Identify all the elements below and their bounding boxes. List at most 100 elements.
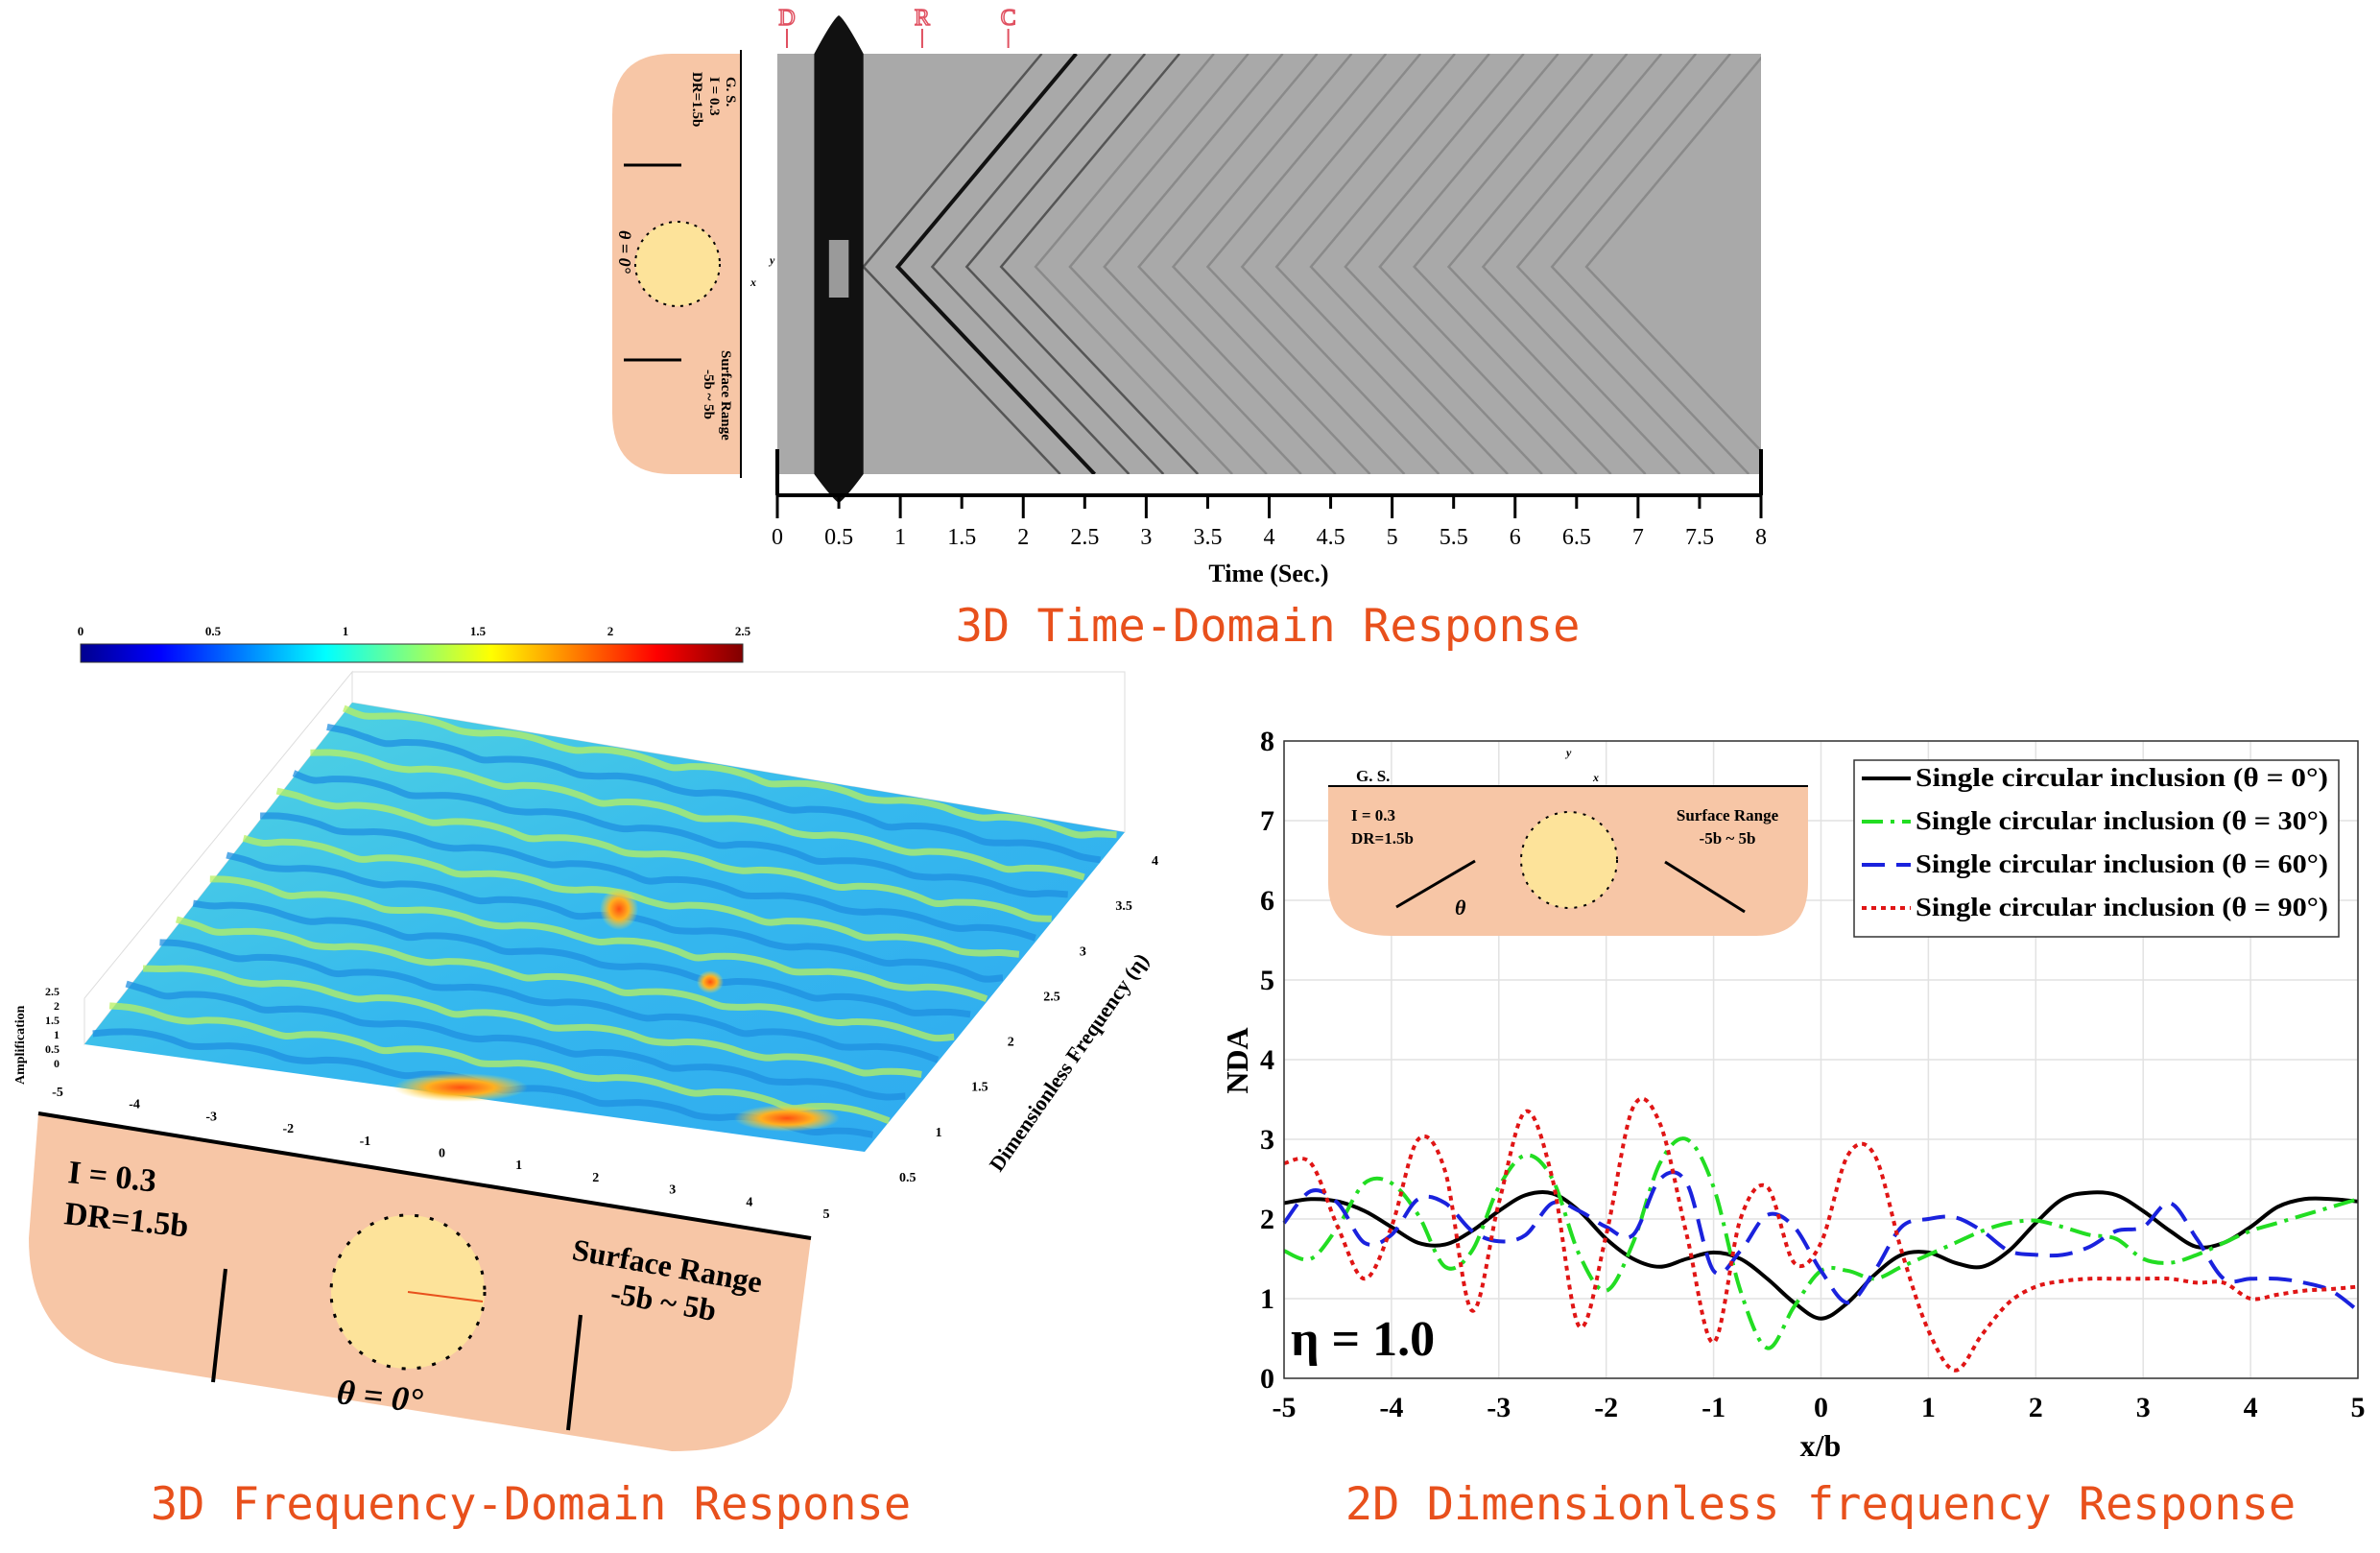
surface-x-tick-label: -3 (205, 1110, 217, 1124)
surface-x-tick-label: 1 (515, 1159, 522, 1173)
time-marker-R: R (915, 6, 930, 31)
surface-frequency-tick-label: 2 (1008, 1036, 1014, 1050)
x-tick-label: -1 (1702, 1392, 1726, 1423)
surface-ridge (159, 939, 940, 1063)
time-x-tick-label: 8 (1755, 525, 1767, 550)
colorbar (80, 643, 744, 663)
frequency-inset-angle: θ = 0° (335, 1373, 425, 1420)
time-x-axis-label: Time (Sec.) (1208, 560, 1328, 587)
time-inset-depth: DR=1.5b (689, 72, 704, 127)
legend-label: Single circular inclusion (θ = 60°) (1916, 849, 2328, 878)
surface-z-tick-label: 1 (54, 1028, 60, 1041)
frequency-axis-label: Dimensionless Frequency (η) (985, 948, 1154, 1175)
x-tick-label: 3 (2136, 1392, 2151, 1423)
surface-x-tick-label: 4 (746, 1195, 752, 1209)
time-marker-D: D (778, 6, 795, 31)
time-inset-axis-y: y (768, 253, 775, 267)
time-inset-range-label: Surface Range (718, 350, 733, 441)
series-line-theta-0 (1283, 1189, 2359, 1321)
time-x-tick-label: 7 (1632, 525, 1644, 550)
line-inset-angle: θ (1455, 896, 1466, 920)
pulse-crossing (828, 240, 849, 298)
y-tick-label: 2 (1260, 1204, 1274, 1235)
amplification-axis-label: Amplification (13, 1005, 28, 1085)
line-inset-range: -5b ~ 5b (1700, 829, 1756, 848)
surface-frequency-tick-label: 3.5 (1115, 899, 1132, 914)
y-tick-label: 0 (1260, 1363, 1274, 1395)
surface-ridge (260, 812, 1036, 942)
x-tick-label: -3 (1487, 1392, 1511, 1423)
legend-label: Single circular inclusion (θ = 0°) (1916, 763, 2328, 792)
line-inset-wave-arrow-in (1395, 859, 1476, 909)
surface-frequency-tick-label: 2.5 (1043, 990, 1060, 1004)
wavefront-line (964, 54, 1165, 474)
line-inset-impedance: I = 0.3 (1351, 806, 1395, 824)
line-inset-range-label: Surface Range (1677, 806, 1779, 824)
surface-frequency-tick-label: 1.5 (971, 1081, 988, 1095)
series-line-theta-90 (1283, 1096, 2359, 1373)
time-x-tick-label: 2 (1017, 525, 1029, 550)
time-x-tick-label: 2.5 (1070, 525, 1099, 550)
frequency-inset-wave-arrow-down (566, 1314, 583, 1431)
x-tick-label: 0 (1814, 1392, 1828, 1423)
time-inset-impedance: I = 0.3 (706, 77, 722, 116)
colorbar-tick-label: 0 (78, 624, 84, 638)
time-x-tick-label: 1.5 (947, 525, 976, 550)
eta-annotation: η = 1.0 (1291, 1312, 1435, 1367)
line-inset-axis-y: y (1564, 746, 1572, 759)
surface-peak (393, 1073, 528, 1102)
surface-z-tick-label: 0.5 (45, 1042, 60, 1056)
line-inset-inclusion (1520, 811, 1618, 909)
time-x-tick-label: 1 (894, 525, 906, 550)
line-inset-ground-label: G. S. (1356, 767, 1390, 785)
wavefront-line (999, 54, 1200, 474)
surface-x-tick-label: 2 (592, 1171, 599, 1185)
frequency-domain-title: 3D Frequency-Domain Response (151, 1478, 911, 1531)
y-tick-label: 5 (1260, 965, 1274, 996)
x-tick-label: -2 (1594, 1392, 1618, 1423)
time-x-tick-label: 5.5 (1440, 525, 1468, 550)
surface-x-tick-label: -2 (282, 1122, 294, 1136)
x-tick-label: -5 (1273, 1392, 1297, 1423)
time-response-band (777, 54, 1761, 474)
series-line-theta-30 (1283, 1136, 2359, 1350)
surface-x-tick-label: 0 (439, 1147, 445, 1161)
y-tick-label: 6 (1260, 885, 1274, 917)
wavefront-line (1344, 54, 1543, 474)
surface-ridge (292, 770, 1068, 898)
wavefront-line (1171, 54, 1371, 474)
time-inset-ground-label: G. S. (723, 77, 738, 108)
frequency-inset-radius-line (407, 1291, 484, 1302)
surface-peak (734, 1105, 840, 1132)
time-x-tick-label: 4.5 (1317, 525, 1345, 550)
line-inset-axis-x: x (1592, 771, 1599, 784)
plot-frame (1283, 740, 2359, 1379)
wavefront-line (1309, 54, 1509, 474)
colorbar-tick-label: 1.5 (470, 624, 487, 638)
surface-z-tick-label: 2 (54, 999, 60, 1013)
x-tick-label: 4 (2244, 1392, 2258, 1423)
surface-z-tick-label: 0 (54, 1057, 60, 1070)
colorbar-tick-label: 1 (343, 624, 349, 638)
surface-x-tick-label: 5 (823, 1207, 830, 1222)
time-x-tick-label: 3.5 (1193, 525, 1222, 550)
colorbar-tick-label: 2.5 (735, 624, 751, 638)
surface-x-tick-label: -4 (129, 1098, 140, 1112)
wavefront-line (894, 54, 1097, 474)
legend-label: Single circular inclusion (θ = 90°) (1916, 893, 2328, 921)
line-inset-depth: DR=1.5b (1351, 829, 1414, 848)
y-axis-label: NDA (1220, 1027, 1254, 1093)
wavefront-line (1446, 54, 1647, 474)
wavefront-line (1240, 54, 1440, 474)
frequency-inset-wave-arrow-up (211, 1268, 227, 1383)
wavefront-line (1481, 54, 1681, 474)
wavefront-line (1205, 54, 1406, 474)
wavefront-line (1137, 54, 1337, 474)
surface-ridge (192, 899, 971, 1018)
surface-ridge (209, 875, 988, 1002)
x-tick-label: 5 (2351, 1392, 2366, 1423)
surface-frequency-tick-label: 3 (1080, 944, 1086, 959)
y-tick-label: 8 (1260, 726, 1274, 757)
x-tick-label: -4 (1379, 1392, 1403, 1423)
